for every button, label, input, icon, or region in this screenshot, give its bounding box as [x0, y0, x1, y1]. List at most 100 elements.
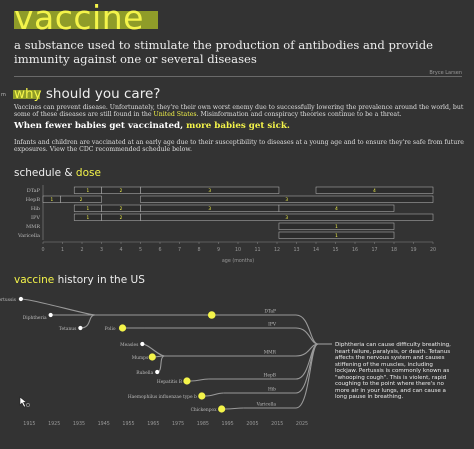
schedule-row-label: MMR: [26, 224, 40, 230]
disease-node: [155, 369, 160, 375]
dose-number: 4: [373, 188, 376, 193]
dose-number: 1: [87, 215, 90, 220]
schedule-tick-label: 6: [158, 247, 161, 253]
schedule-tick-label: 2: [80, 247, 83, 253]
dose-number: 1: [335, 224, 338, 229]
schedule-row-label: Varicella: [17, 233, 40, 239]
schedule-tick-label: 4: [119, 247, 122, 253]
history-heading: vaccine history in the US: [14, 274, 145, 286]
history-tick-label: 1955: [122, 421, 134, 427]
disease-label: Diphtheria: [23, 316, 47, 321]
schedule-heading-text: schedule &: [14, 167, 76, 179]
schedule-tick-label: 1: [61, 247, 64, 253]
disease-connector: [201, 392, 224, 397]
history-tick-label: 2005: [246, 421, 258, 427]
disease-connector: [221, 407, 244, 410]
vaccine-label: IPV: [268, 323, 277, 328]
dose-number: 2: [80, 197, 83, 202]
schedule-tick-label: 11: [254, 247, 260, 253]
dose-number: 3: [208, 188, 211, 193]
cursor-icon: [19, 396, 30, 408]
vaccine-label: DTaP: [264, 310, 276, 315]
schedule-tick-label: 14: [313, 247, 319, 253]
dose-bar: [140, 186, 280, 194]
dose-number: 1: [50, 197, 53, 202]
disease-node: [48, 312, 53, 318]
dose-bar: [278, 231, 395, 239]
definition-text: a substance used to stimulate the produc…: [14, 38, 433, 66]
schedule-tick-label: 19: [410, 247, 416, 253]
why-bold-statement: When fewer babies get vaccinated, more b…: [14, 121, 290, 131]
disease-label: Tetanus: [59, 327, 77, 332]
history-tick-label: 1995: [222, 421, 234, 427]
vaccine-lane: [243, 343, 319, 409]
schedule-tick-label: 13: [293, 247, 299, 253]
dose-number: 3: [208, 206, 211, 211]
dose-number: 1: [87, 206, 90, 211]
vaccine-lane: [95, 314, 319, 345]
dose-bar: [140, 195, 434, 203]
dose-bar: [278, 222, 395, 230]
disease-label: Pertussis: [0, 298, 17, 303]
vaccine-lane: [164, 343, 319, 357]
vaccine-marker: [207, 311, 216, 319]
schedule-tick-label: 5: [139, 247, 142, 253]
schedule-heading-highlight: dose: [75, 167, 101, 179]
disease-node: [140, 341, 145, 347]
para1-part-b: . Misinformation and conspiracy theories…: [196, 111, 402, 119]
disease-node: [18, 296, 24, 302]
why-paragraph-1: Vaccines can prevent disease. Unfortunat…: [14, 104, 464, 118]
history-tick-label: 1915: [23, 421, 35, 427]
why-heading-highlight: why: [14, 86, 42, 102]
disease-label: Haemophilus influenzae type b: [128, 395, 197, 400]
schedule-tick-label: 20: [430, 247, 436, 253]
disease-label: Chickenpox: [191, 408, 218, 413]
disease-node: [118, 324, 127, 332]
disease-label: Hepatitis B: [157, 380, 182, 385]
history-tick-label: 1975: [172, 421, 184, 427]
disease-label: Polio: [105, 327, 116, 332]
schedule-tick-label: 10: [235, 247, 241, 253]
dose-number: 3: [285, 197, 288, 202]
dose-number: 1: [87, 188, 90, 193]
vaccine-label: MMR: [264, 351, 277, 356]
schedule-tick-label: 8: [197, 247, 200, 253]
title-highlight: [14, 11, 158, 29]
disease-node: [148, 353, 156, 361]
schedule-x-label: age (months): [222, 258, 254, 264]
disease-label: Measles: [120, 343, 139, 348]
why-heading: why should you care?: [14, 86, 160, 102]
disease-tooltip: Diphtheria can cause difficulty breathin…: [335, 342, 451, 400]
schedule-row-label: HepB: [26, 197, 41, 203]
disease-node: [78, 325, 83, 331]
disease-node: [183, 377, 191, 385]
header-divider: [14, 76, 462, 77]
schedule-row-label: Hib: [31, 206, 40, 212]
schedule-tick-label: 0: [41, 247, 44, 253]
history-lines: [20, 298, 319, 410]
schedule-heading: schedule & dose: [14, 167, 101, 179]
schedule-tick-label: 18: [391, 247, 397, 253]
disease-node: [198, 392, 206, 400]
schedule-tick-label: 15: [332, 247, 338, 253]
schedule-tick-label: 7: [178, 247, 181, 253]
dose-number: 2: [120, 188, 123, 193]
history-tick-label: 2025: [296, 421, 308, 427]
disease-node: [218, 405, 226, 413]
dose-bar: [315, 186, 434, 194]
united-states-link[interactable]: United States: [153, 111, 197, 119]
history-tick-label: 1985: [197, 421, 209, 427]
side-tag: m: [1, 92, 6, 98]
schedule-tick-label: 16: [352, 247, 358, 253]
schedule-row-label: IPV: [31, 215, 40, 221]
dose-bar: [60, 195, 102, 203]
dose-bar: [278, 204, 395, 212]
history-tick-label: 2015: [271, 421, 283, 427]
dose-number: 2: [120, 206, 123, 211]
history-tick-label: 1945: [98, 421, 110, 427]
vaccine-lane: [144, 327, 319, 345]
page-title: vaccine: [14, 0, 144, 37]
dose-bar: [140, 213, 434, 221]
why-highlight-bg: [13, 90, 40, 99]
